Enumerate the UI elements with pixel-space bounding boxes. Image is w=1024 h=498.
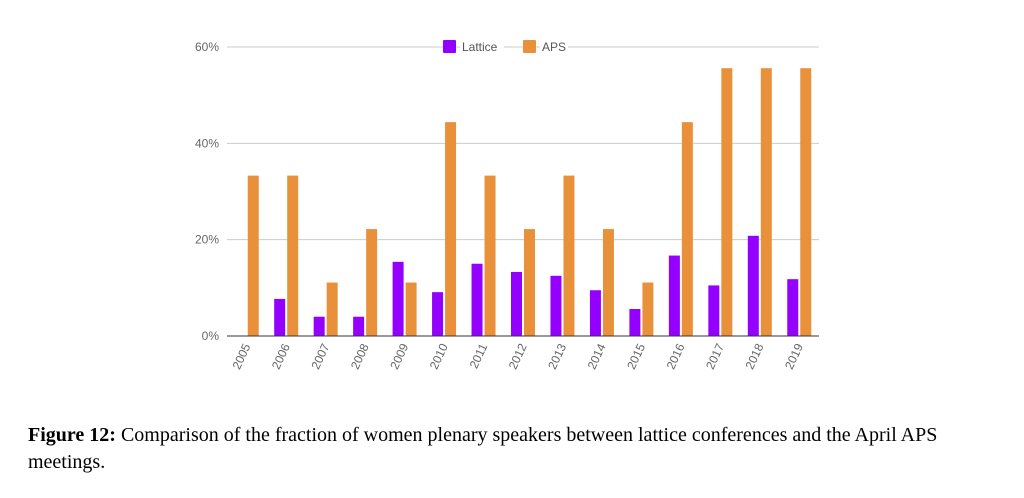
aps-bar [484,175,496,336]
aps-bar [563,175,575,336]
lattice-bar [668,255,680,336]
caption-text: Comparison of the fraction of women plen… [28,424,938,473]
x-tick-label: 2011 [467,341,491,371]
aps-bar [287,175,299,336]
legend-swatch-lattice [443,40,456,53]
aps-bar [366,229,378,336]
legend-swatch-aps [523,40,536,53]
x-tick-label: 2006 [269,341,293,371]
lattice-bar [432,292,444,336]
lattice-bar [392,261,404,336]
aps-bar [445,122,457,336]
x-tick-label: 2008 [348,341,372,371]
lattice-bar [511,271,522,336]
lattice-bar [550,275,562,336]
aps-bar [760,68,772,337]
y-tick-label: 40% [195,136,219,150]
x-tick-label: 2009 [387,341,411,371]
lattice-bar [747,235,759,336]
legend: Lattice APS [443,40,568,54]
lattice-bar [274,298,286,336]
legend-label-aps: APS [542,40,566,54]
y-axis-ticks: 0% 20% 40% 60% [195,40,219,343]
x-tick-label: 2016 [664,341,688,371]
aps-bar [642,282,654,336]
y-tick-label: 0% [202,329,220,343]
x-tick-label: 2014 [585,341,609,371]
aps-bar [524,229,535,336]
aps-bar [405,282,417,336]
y-tick-label: 60% [195,40,219,54]
legend-label-bg [460,40,504,54]
bar-chart: 0% 20% 40% 60% 2005 2006 2007 2008 2009 2010 2011… [195,40,819,371]
y-tick-label: 20% [195,233,219,247]
lattice-bar [629,309,641,336]
x-tick-label: 2018 [743,341,767,371]
aps-bar [602,229,614,336]
x-tick-label: 2007 [308,341,332,371]
bars [247,68,812,337]
x-tick-label: 2005 [229,341,253,371]
lattice-bar [353,316,365,336]
lattice-bar [313,316,325,336]
x-tick-label: 2012 [506,341,530,371]
x-tick-label: 2010 [427,341,451,371]
lattice-bar [708,285,720,336]
x-tick-label: 2013 [545,341,569,371]
aps-bar [326,282,338,336]
caption-label: Figure 12: [28,424,116,446]
aps-bar [247,175,259,336]
figure-caption: Figure 12: Comparison of the fraction of… [28,422,1003,476]
x-tick-label: 2019 [782,341,806,371]
legend-label-bg [540,40,568,54]
legend-label-lattice: Lattice [462,40,498,54]
aps-bar [800,68,812,337]
aps-bar [721,68,733,337]
x-tick-label: 2015 [624,341,648,371]
aps-bar [681,122,693,336]
lattice-bar [471,263,483,336]
lattice-bar [787,279,799,336]
x-axis-ticks: 2005 2006 2007 2008 2009 2010 2011 2012 2013 2014… [229,341,806,371]
lattice-bar [589,290,601,336]
x-tick-label: 2017 [703,341,727,371]
